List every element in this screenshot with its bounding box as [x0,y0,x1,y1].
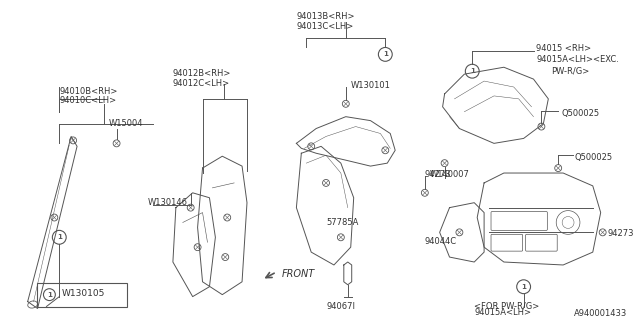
Text: 1: 1 [383,52,388,57]
Text: 94044C: 94044C [425,237,457,246]
Text: 1: 1 [521,284,526,290]
Text: 1: 1 [47,292,52,298]
Text: 94015A<LH><EXC.: 94015A<LH><EXC. [536,55,620,64]
Text: Q500025: Q500025 [575,153,613,162]
Text: 94015A<LH>: 94015A<LH> [474,308,531,317]
Text: 94010C<LH>: 94010C<LH> [60,96,116,105]
Text: PW-R/G>: PW-R/G> [551,66,589,75]
Text: 94013C<LH>: 94013C<LH> [296,22,354,31]
Text: Q500025: Q500025 [561,109,599,118]
Text: W140007: W140007 [430,170,470,179]
Text: 94273: 94273 [425,170,451,179]
Text: W130105: W130105 [61,289,104,298]
Text: 94012B<RH>: 94012B<RH> [173,69,231,78]
Text: 94015 <RH>: 94015 <RH> [536,44,591,53]
Text: W15004: W15004 [109,119,143,128]
Text: 57785A: 57785A [326,218,358,227]
Text: <FOR PW-R/G>: <FOR PW-R/G> [474,301,540,310]
Text: 94010B<RH>: 94010B<RH> [60,87,118,96]
Text: W130101: W130101 [351,81,390,90]
Text: 94012C<LH>: 94012C<LH> [173,79,230,88]
Text: 1: 1 [470,68,475,74]
Text: 94013B<RH>: 94013B<RH> [296,12,355,21]
Text: A940001433: A940001433 [574,309,627,318]
Text: 94273: 94273 [607,229,634,238]
Text: FRONT: FRONT [282,269,315,279]
Text: W130146: W130146 [148,198,188,207]
Text: 1: 1 [57,234,61,240]
Text: 94067I: 94067I [326,301,355,310]
